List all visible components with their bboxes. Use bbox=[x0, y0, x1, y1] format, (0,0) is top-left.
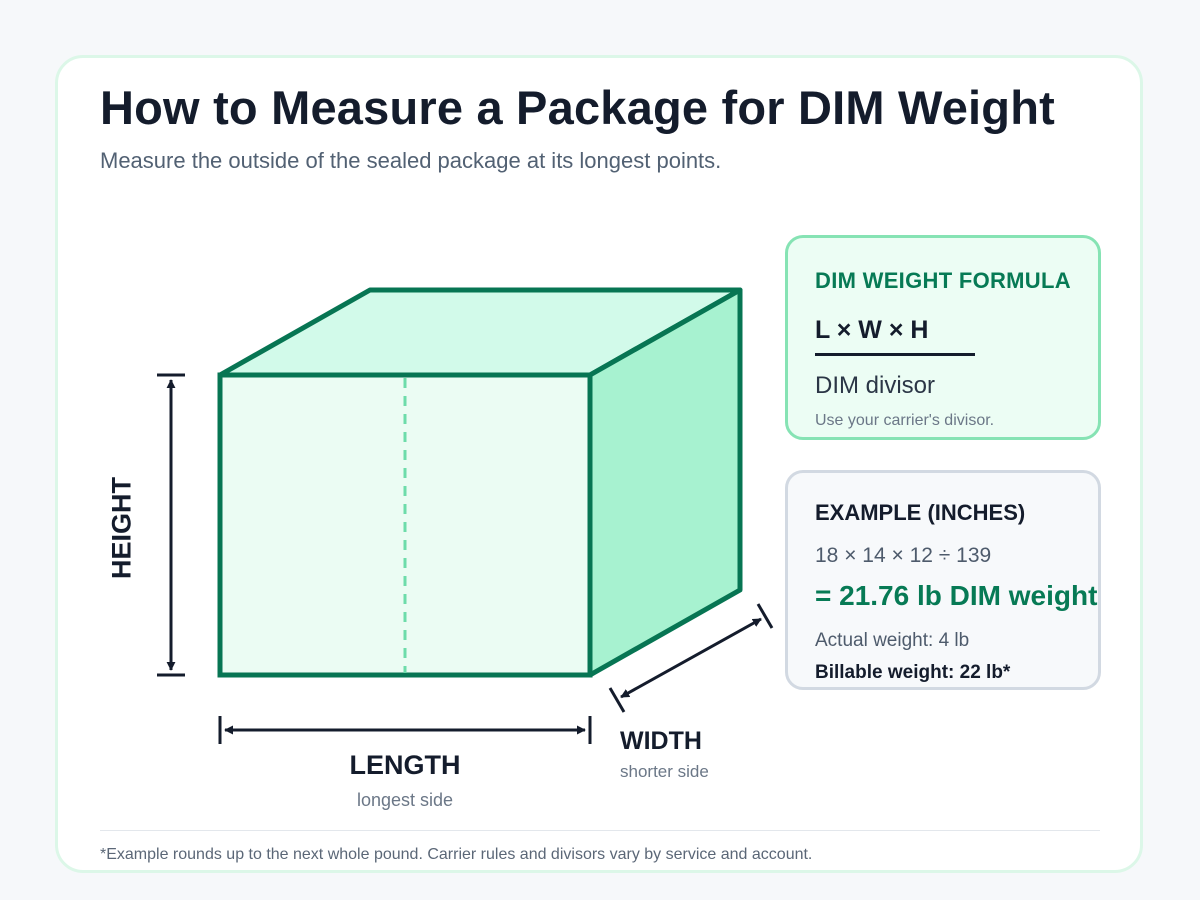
billable-weight: Billable weight: 22 lb* bbox=[815, 662, 1011, 683]
fraction-bar bbox=[815, 353, 975, 356]
page-title: How to Measure a Package for DIM Weight bbox=[100, 81, 1055, 134]
height-dimension bbox=[157, 373, 185, 677]
example-result: = 21.76 lb DIM weight bbox=[815, 580, 1098, 611]
example-heading: EXAMPLE (INCHES) bbox=[815, 500, 1026, 525]
formula-numerator: L × W × H bbox=[815, 316, 929, 344]
formula-note: Use your carrier's divisor. bbox=[815, 412, 995, 429]
footnote: *Example rounds up to the next whole pou… bbox=[100, 846, 813, 863]
package-box bbox=[217, 287, 743, 678]
width-note: shorter side bbox=[620, 762, 709, 781]
height-label: HEIGHT bbox=[106, 476, 137, 580]
page-subtitle: Measure the outside of the sealed packag… bbox=[100, 148, 722, 173]
formula-heading: DIM WEIGHT FORMULA bbox=[815, 268, 1071, 293]
formula-denominator: DIM divisor bbox=[815, 372, 936, 399]
length-dimension bbox=[218, 716, 592, 744]
length-note: longest side bbox=[356, 790, 454, 810]
width-dimension bbox=[608, 603, 774, 713]
example-panel: EXAMPLE (INCHES) 18 × 14 × 12 ÷ 139 = 21… bbox=[785, 470, 1101, 690]
footer-divider bbox=[100, 830, 1100, 831]
actual-weight: Actual weight: 4 lb bbox=[815, 630, 970, 651]
width-label: WIDTH bbox=[620, 727, 702, 755]
length-label: LENGTH bbox=[349, 750, 461, 780]
formula-panel: DIM WEIGHT FORMULA L × W × H DIM divisor… bbox=[785, 235, 1101, 440]
example-calculation: 18 × 14 × 12 ÷ 139 bbox=[815, 544, 992, 567]
